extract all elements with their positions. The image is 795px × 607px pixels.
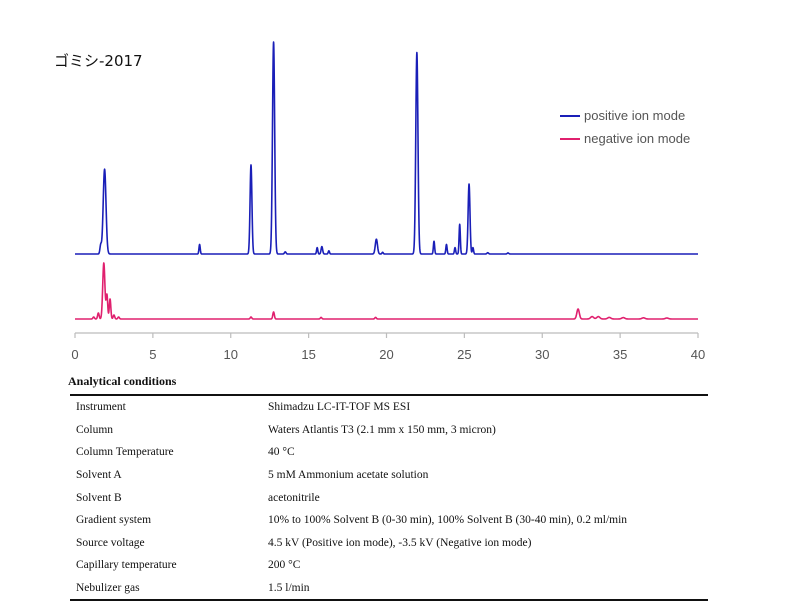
table-row: Column Temperature 40 °C — [70, 441, 708, 464]
table-row: Capillary temperature 200 °C — [70, 554, 708, 577]
condition-key: Instrument — [76, 401, 126, 414]
condition-key: Solvent B — [76, 491, 122, 504]
table-row: Source voltage 4.5 kV (Positive ion mode)… — [70, 532, 708, 555]
condition-key: Source voltage — [76, 536, 145, 549]
series-line-negative — [74, 262, 699, 320]
condition-value: 10% to 100% Solvent B (0-30 min), 100% S… — [268, 514, 628, 527]
conditions-table: Instrument Shimadzu LC-IT-TOF MS ESI Colu… — [70, 394, 708, 602]
condition-value: Shimadzu LC-IT-TOF MS ESI — [268, 401, 411, 414]
condition-value: Waters Atlantis T3 (2.1 mm x 150 mm, 3 m… — [268, 423, 496, 436]
legend-swatch-positive — [560, 114, 580, 117]
table-row: Column Waters Atlantis T3 (2.1 mm x 150 m… — [70, 419, 708, 442]
table-row: Solvent B acetonitrile — [70, 486, 708, 509]
condition-key: Gradient system — [76, 514, 152, 527]
chart-legend: positive ion mode negative ion mode — [560, 104, 690, 150]
table-row: Gradient system 10% to 100% Solvent B (0-… — [70, 509, 708, 532]
legend-label-negative: negative ion mode — [584, 131, 691, 146]
legend-swatch-negative — [560, 137, 580, 140]
legend-label-positive: positive ion mode — [584, 108, 686, 123]
x-tick-label: 20 — [379, 347, 393, 362]
series-line-positive — [74, 41, 699, 255]
x-tick-label: 35 — [613, 347, 627, 362]
x-tick-label: 0 — [71, 347, 78, 362]
table-row: Nebulizer gas 1.5 l/min — [70, 577, 708, 601]
condition-value: acetonitrile — [268, 491, 320, 504]
legend-item-negative: negative ion mode — [560, 127, 690, 150]
x-axis-ticks: 0 5 10 15 20 25 30 35 40 — [71, 333, 705, 362]
x-tick-label: 25 — [457, 347, 471, 362]
condition-value: 4.5 kV (Positive ion mode), -3.5 kV (Neg… — [268, 536, 532, 549]
condition-value: 1.5 l/min — [268, 582, 310, 595]
x-tick-label: 40 — [691, 347, 705, 362]
x-tick-label: 30 — [535, 347, 549, 362]
table-row: Solvent A 5 mM Ammonium acetate solution — [70, 464, 708, 487]
legend-item-positive: positive ion mode — [560, 104, 690, 127]
condition-key: Column — [76, 423, 114, 436]
chart-title: ゴミシ-2017 — [54, 52, 143, 70]
condition-key: Solvent A — [76, 469, 122, 482]
analytical-conditions: Analytical conditions Instrument Shimadzu… — [68, 374, 708, 602]
condition-value: 40 °C — [268, 446, 295, 459]
chromatogram-chart: 0 5 10 15 20 25 30 35 40 — [71, 41, 705, 362]
table-row: Instrument Shimadzu LC-IT-TOF MS ESI — [70, 395, 708, 419]
chromatogram-traces — [74, 41, 699, 320]
condition-key: Capillary temperature — [76, 559, 177, 572]
conditions-heading: Analytical conditions — [68, 374, 177, 388]
x-tick-label: 10 — [224, 347, 238, 362]
condition-key: Nebulizer gas — [76, 582, 140, 595]
condition-value: 200 °C — [268, 559, 301, 572]
x-tick-label: 15 — [301, 347, 315, 362]
condition-key: Column Temperature — [76, 446, 174, 459]
x-tick-label: 5 — [149, 347, 156, 362]
condition-value: 5 mM Ammonium acetate solution — [268, 469, 429, 482]
